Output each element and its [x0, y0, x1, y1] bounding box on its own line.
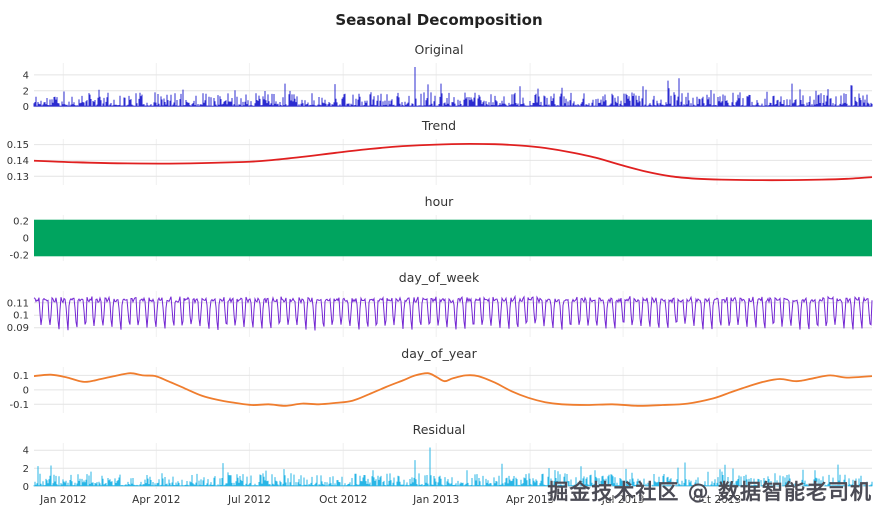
subplot-day-of-week-plot: 0.11 0.1 0.09	[0, 288, 878, 340]
svg-text:0.13: 0.13	[7, 172, 29, 183]
subplot-original: Original 4 2 0	[0, 36, 878, 113]
watermark: 掘金技术社区 @ 数据智能老司机	[547, 480, 872, 504]
svg-text:0: 0	[23, 385, 29, 396]
subplot-hour: hour 0.2 0 -0.2	[0, 188, 878, 264]
svg-text:Jul 2012: Jul 2012	[227, 494, 271, 506]
subplot-original-title: Original	[414, 42, 464, 57]
svg-text:4: 4	[23, 70, 29, 81]
subplot-hour-plot: 0.2 0 -0.2	[0, 212, 878, 264]
svg-text:0.09: 0.09	[7, 323, 29, 334]
svg-text:-0.1: -0.1	[9, 400, 29, 411]
original-plot-svg: 4 2 0	[23, 63, 873, 113]
subplot-residual: Residual 4 2 0 Jan 2012 Apr 2012 Jul 2012 Oct …	[0, 416, 878, 510]
svg-text:Apr 2013: Apr 2013	[506, 494, 554, 506]
svg-text:0.1: 0.1	[13, 371, 29, 382]
subplot-day-of-year-title: day_of_year	[401, 346, 477, 361]
subplot-trend-plot: 0.15 0.14 0.13	[0, 136, 878, 188]
subplot-day-of-year-plot: 0.1 0 -0.1	[0, 364, 878, 416]
svg-text:Oct 2012: Oct 2012	[319, 494, 367, 506]
svg-text:Jul 2013: Jul 2013	[601, 494, 645, 506]
svg-text:2: 2	[23, 464, 29, 475]
svg-text:0.11: 0.11	[7, 298, 29, 309]
svg-text:0: 0	[23, 102, 29, 112]
subplot-day-of-week: day_of_week 0.11 0.1 0.09	[0, 264, 878, 340]
svg-text:0: 0	[23, 482, 29, 493]
subplot-original-plot: 4 2 0	[0, 60, 878, 113]
svg-text:0.15: 0.15	[7, 140, 29, 151]
subplot-trend-title: Trend	[421, 118, 457, 133]
trend-plot-svg: 0.15 0.14 0.13	[7, 139, 873, 185]
subplot-day-of-year: day_of_year 0.1 0 -0.1	[0, 340, 878, 416]
svg-text:Jan 2013: Jan 2013	[412, 494, 459, 506]
chart-title: Seasonal Decomposition	[335, 11, 543, 29]
svg-text:Oct 2013: Oct 2013	[693, 494, 741, 506]
svg-text:Jan 2012: Jan 2012	[39, 494, 86, 506]
svg-text:Apr 2012: Apr 2012	[132, 494, 180, 506]
svg-text:0.14: 0.14	[7, 156, 29, 167]
subplot-trend: Trend 0.15 0.14 0.13	[0, 112, 878, 188]
hour-plot-svg: 0.2 0 -0.2	[9, 215, 872, 262]
svg-text:0.2: 0.2	[13, 217, 29, 228]
day-of-week-plot-svg: 0.11 0.10.09	[7, 291, 873, 337]
subplot-hour-title: hour	[424, 194, 454, 209]
subplot-residual-title: Residual	[412, 422, 466, 437]
subplot-day-of-week-title: day_of_week	[398, 270, 480, 285]
svg-text:-0.2: -0.2	[9, 251, 29, 262]
subplot-residual-plot: 4 2 0 Jan 2012 Apr 2012 Jul 2012 Oct 2012 Jan 2…	[0, 440, 878, 510]
svg-text:4: 4	[23, 446, 29, 457]
residual-plot-svg: 4 2 0 Jan 2012 Apr 2012 Jul 2012 Oct 2012 Jan 2…	[23, 443, 873, 506]
svg-text:0: 0	[23, 234, 29, 245]
svg-text:2: 2	[23, 86, 29, 97]
svg-text:0.1: 0.1	[13, 311, 29, 322]
day-of-year-plot-svg: 0.1 0 -0.1	[9, 367, 873, 413]
